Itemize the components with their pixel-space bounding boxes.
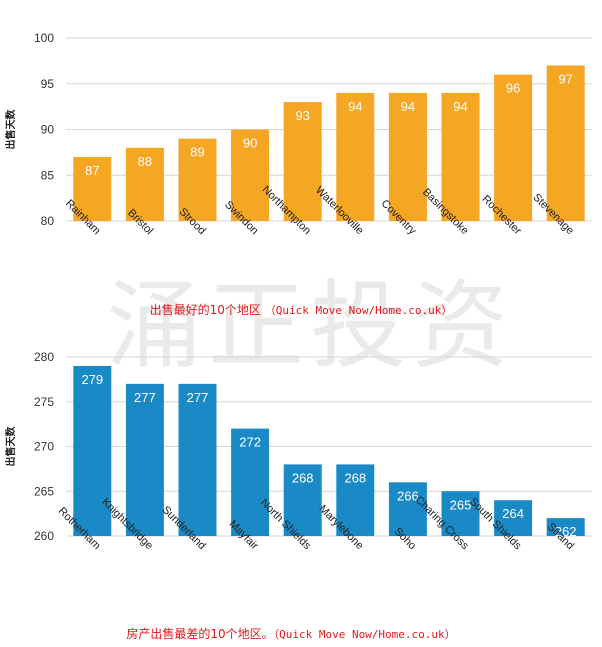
y-tick-label: 90 (41, 123, 55, 137)
bar (231, 428, 270, 536)
bar (388, 92, 427, 222)
bar-value-label: 97 (558, 71, 572, 86)
bar-value-label: 268 (344, 470, 366, 485)
bar-value-label: 277 (187, 390, 209, 405)
bar-value-label: 264 (502, 506, 524, 521)
bar-value-label: 87 (85, 163, 99, 178)
chart-worst-areas: 260265270275280出售天数279Rotherham277Knight… (4, 350, 592, 552)
bar-value-label: 279 (81, 372, 103, 387)
bar (336, 464, 375, 536)
bar (546, 65, 585, 221)
caption-worst-areas-source: （Quick Move Now/Home.co.uk） (273, 628, 456, 641)
y-tick-label: 95 (41, 77, 55, 91)
y-tick-label: 280 (34, 350, 54, 364)
bar-value-label: 93 (295, 108, 309, 123)
bar (125, 147, 164, 221)
bar (494, 500, 533, 536)
bar (73, 365, 112, 536)
bar (336, 92, 375, 222)
caption-best-areas-source: （Quick Move Now/Home.co.uk） (264, 304, 453, 317)
y-tick-label: 80 (41, 214, 55, 228)
bar-value-label: 272 (239, 435, 261, 450)
bar (494, 74, 533, 221)
bar-value-label: 90 (243, 136, 257, 151)
y-tick-label: 100 (34, 31, 54, 45)
bar (441, 491, 480, 536)
y-tick-label: 270 (34, 440, 54, 454)
bar-value-label: 96 (506, 81, 520, 96)
y-tick-label: 85 (41, 168, 55, 182)
y-axis-label: 出售天数 (4, 109, 17, 150)
bar-value-label: 268 (292, 470, 314, 485)
bar (178, 383, 217, 536)
bar (73, 156, 112, 221)
bar (441, 92, 480, 222)
bar (388, 482, 427, 536)
bar-value-label: 94 (348, 99, 362, 114)
bar-value-label: 262 (555, 524, 577, 539)
y-tick-label: 275 (34, 395, 54, 409)
bar-value-label: 94 (401, 99, 415, 114)
bar (178, 138, 217, 221)
y-axis-label: 出售天数 (4, 426, 17, 467)
bar (283, 102, 322, 221)
bar-value-label: 266 (397, 488, 419, 503)
caption-worst-areas: 房产出售最差的10个地区。（Quick Move Now/Home.co.uk） (0, 625, 592, 642)
bar (283, 464, 322, 536)
caption-best-areas: 出售最好的10个地区 （Quick Move Now/Home.co.uk） (0, 301, 602, 318)
caption-best-areas-text: 出售最好的10个地区 (149, 303, 265, 317)
caption-worst-areas-text: 房产出售最差的10个地区。 (126, 627, 274, 641)
chart-best-areas: 80859095100出售天数87Rainham88Bristol89Stroo… (4, 31, 592, 237)
bar-value-label: 265 (450, 497, 472, 512)
bar-value-label: 88 (138, 154, 152, 169)
y-tick-label: 260 (34, 529, 54, 543)
bar (125, 383, 164, 536)
y-tick-label: 265 (34, 484, 54, 498)
bar-value-label: 94 (453, 99, 467, 114)
bar (546, 518, 585, 536)
bar-value-label: 277 (134, 390, 156, 405)
bar (231, 129, 270, 221)
bar-value-label: 89 (190, 145, 204, 160)
